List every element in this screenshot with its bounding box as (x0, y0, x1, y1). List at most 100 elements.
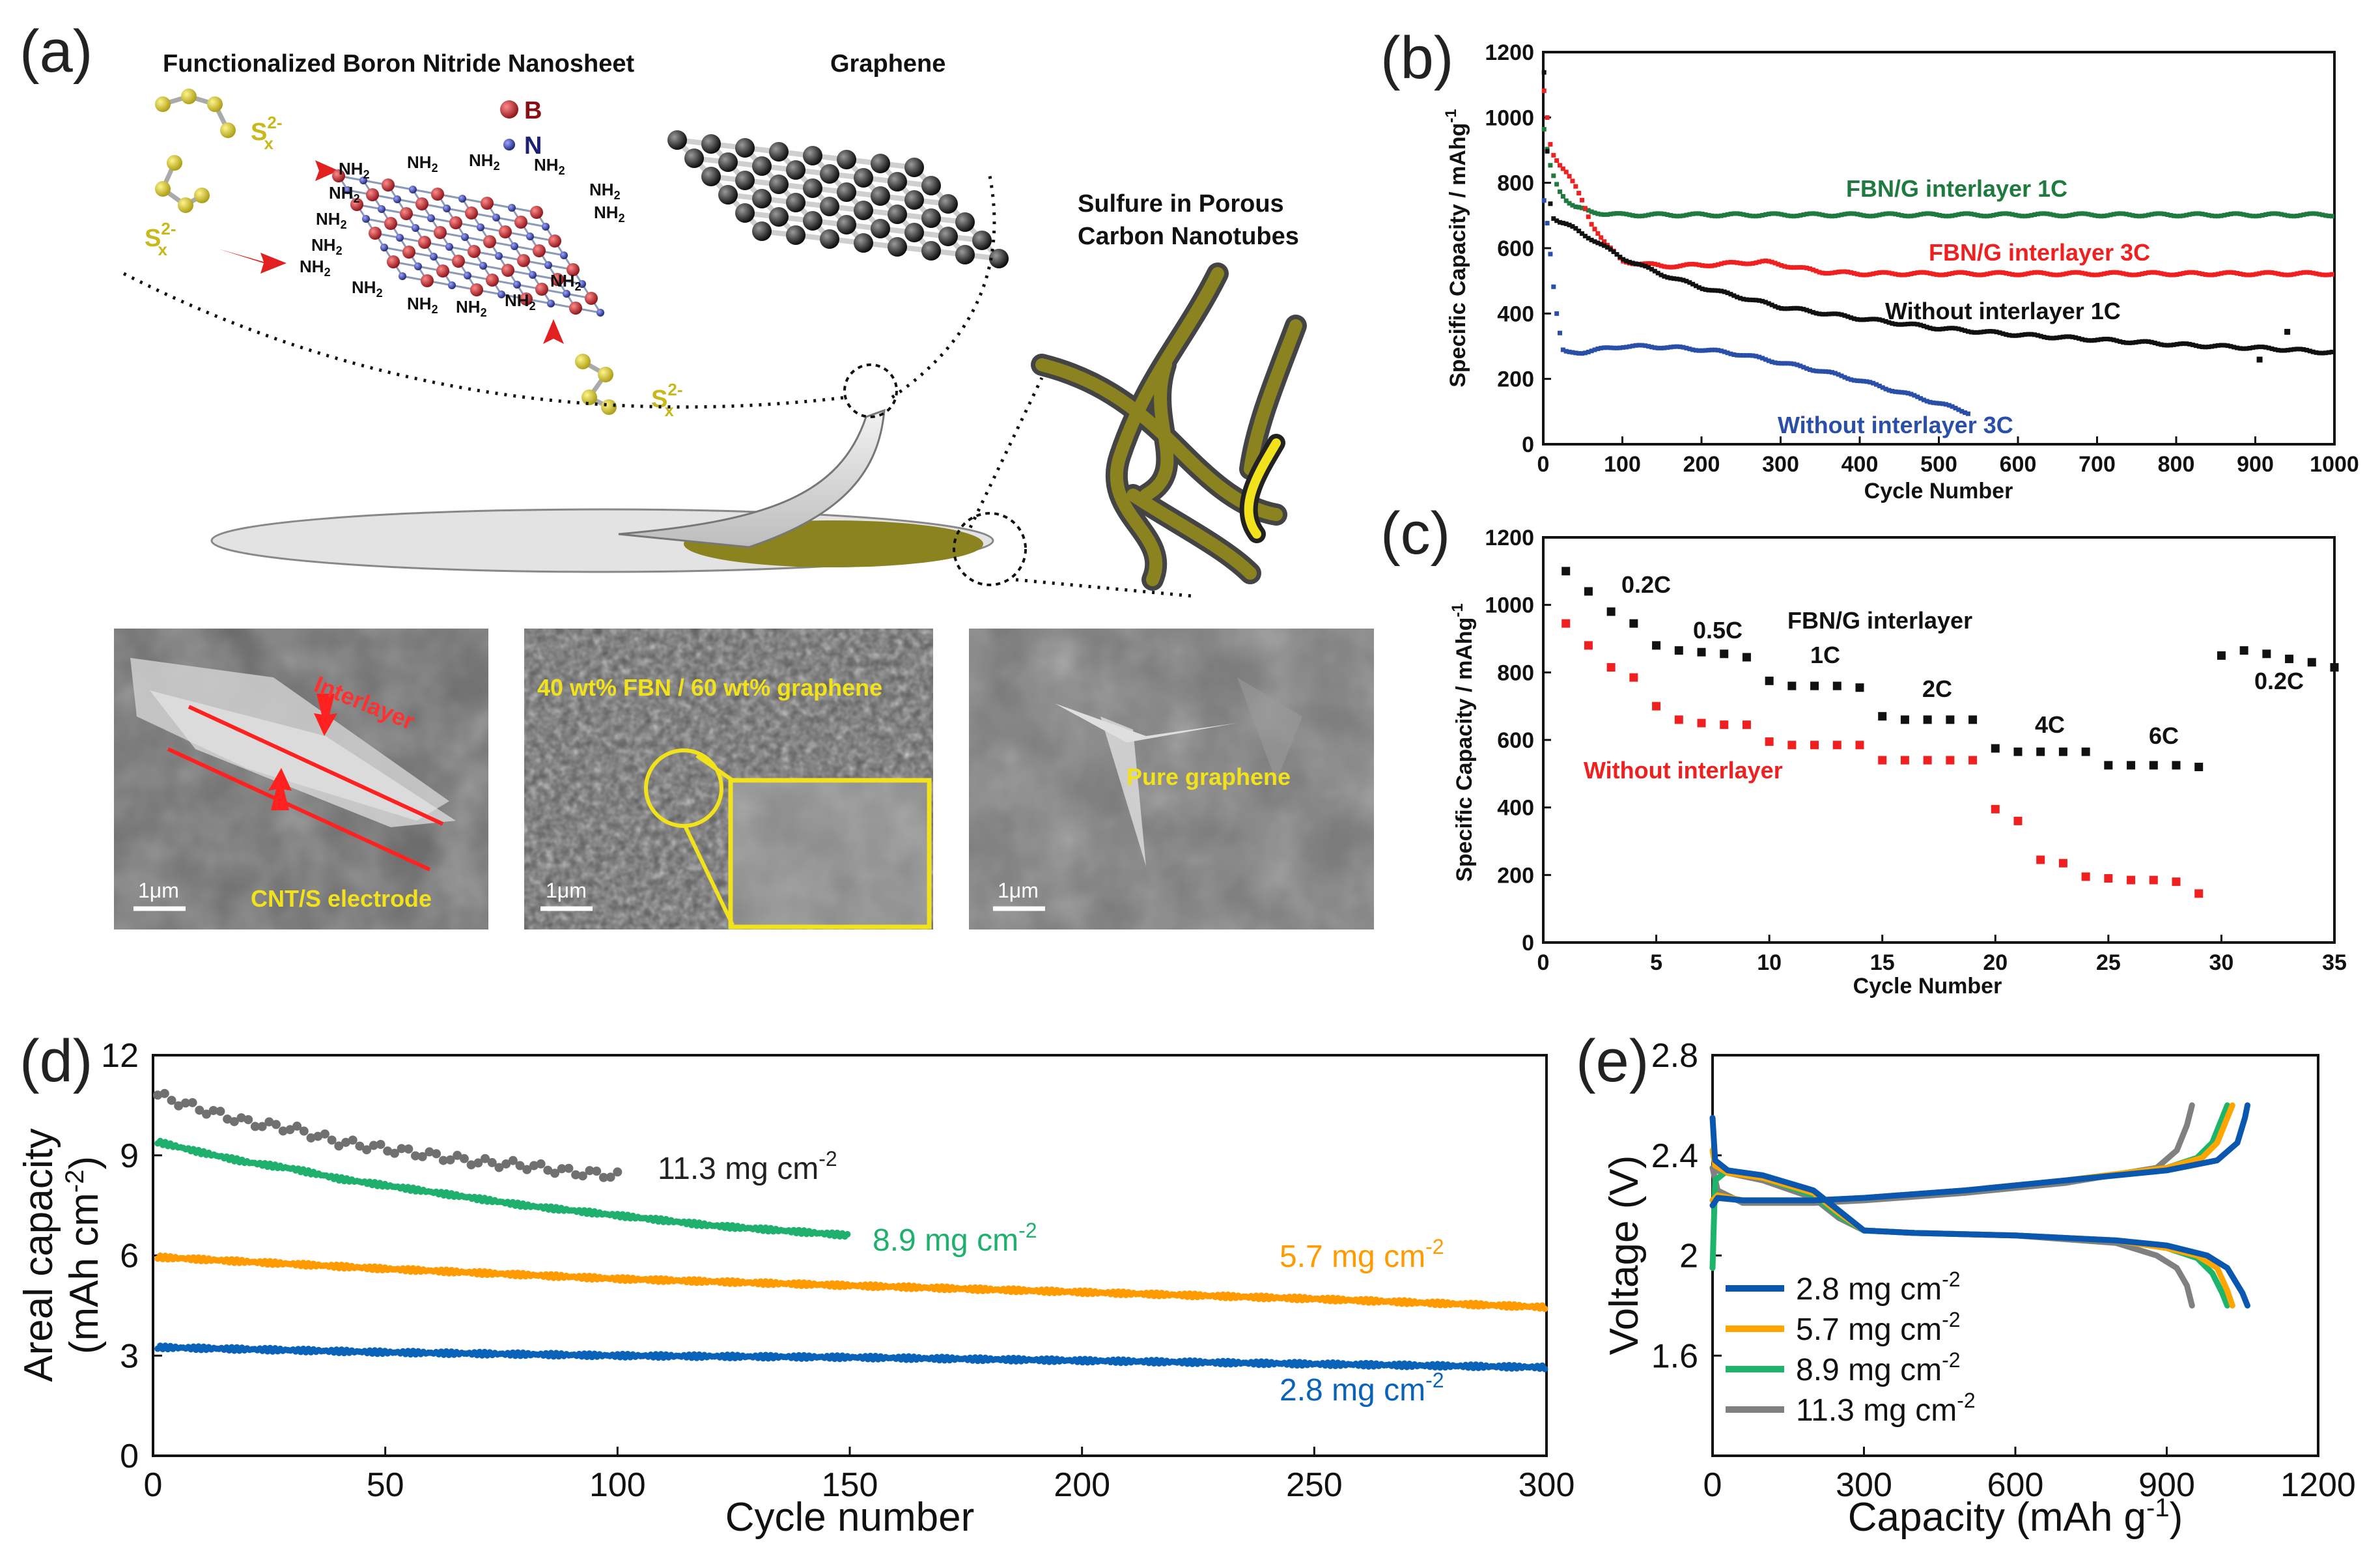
data-point (1741, 261, 1746, 266)
data-point (2209, 213, 2215, 218)
data-point (2114, 270, 2120, 275)
boron-atom (436, 264, 449, 277)
boron-atom (369, 227, 382, 240)
data-point (1580, 351, 1585, 356)
panel-a: (a) Functionalized Boron Nitride Nanoshe… (20, 18, 1374, 929)
data-point (453, 1150, 462, 1160)
data-point (2196, 344, 2202, 349)
data-point (2310, 349, 2316, 354)
data-point (1720, 720, 1729, 730)
data-point (2213, 214, 2218, 219)
data-point (1956, 326, 1961, 332)
data-point (1946, 326, 1952, 331)
data-point (2155, 270, 2161, 276)
data-point (2291, 347, 2297, 352)
carbon-atom (735, 138, 755, 158)
data-point (2073, 335, 2079, 340)
data-point (2219, 343, 2224, 348)
carbon-atom (871, 219, 890, 238)
data-point (313, 1131, 323, 1141)
data-point (1839, 373, 1844, 378)
data-point (2263, 270, 2268, 275)
data-point (2320, 350, 2325, 356)
data-point (2092, 337, 2097, 343)
boron-atom (449, 216, 462, 229)
data-point (2057, 214, 2062, 219)
nitrogen-atom (458, 195, 466, 203)
scale-bar-1: 1μm (138, 879, 179, 902)
data-point (1864, 317, 1869, 322)
data-point (1690, 347, 1696, 352)
data-point (1776, 305, 1781, 310)
data-point (2241, 272, 2246, 277)
data-point (348, 1135, 357, 1145)
voltage-curve-discharge (1709, 1114, 2250, 1309)
peeled-interlayer (618, 408, 886, 548)
data-point (2086, 212, 2091, 217)
data-point (1561, 619, 1571, 628)
data-point (2149, 875, 2158, 885)
legend-b: B (524, 97, 542, 124)
data-point (320, 1129, 329, 1139)
data-point (1909, 321, 1914, 326)
data-point (2187, 270, 2192, 275)
data-point (2079, 337, 2084, 342)
data-point (1851, 378, 1856, 383)
data-point (1592, 239, 1597, 244)
data-point (1760, 259, 1765, 264)
data-point (1709, 347, 1715, 352)
nitrogen-atom (547, 300, 555, 307)
sulfur-atom (598, 367, 613, 382)
data-point (585, 1166, 595, 1176)
sulfur-atom (155, 96, 171, 112)
data-point (2285, 213, 2290, 218)
annotation-b-blue: Without interlayer 3C (1778, 412, 2013, 438)
data-point (1713, 262, 1718, 268)
data-point (1633, 343, 1638, 348)
data-point (2149, 761, 2158, 770)
data-point (2269, 270, 2275, 275)
data-point (1972, 272, 1977, 277)
data-point (1874, 213, 1879, 218)
carbon-atom (854, 201, 873, 220)
data-point (1554, 182, 1560, 187)
data-point (1700, 263, 1705, 268)
data-point (1602, 239, 1607, 244)
data-point (2219, 213, 2224, 218)
data-point (2041, 334, 2047, 339)
data-point (1785, 306, 1790, 311)
data-point (2329, 349, 2334, 354)
data-point (1662, 212, 1667, 217)
data-point (2266, 345, 2271, 350)
annotation-c-fbn: FBN/G interlayer (1787, 607, 1972, 634)
data-point (2209, 272, 2215, 277)
data-point (1798, 306, 1803, 311)
x-tick-label: 300 (1836, 1466, 1892, 1504)
data-point (1722, 261, 1727, 266)
data-point (195, 1105, 204, 1115)
data-point (1965, 411, 1970, 416)
boron-atom (486, 274, 499, 287)
data-point (1677, 344, 1683, 349)
data-point (1706, 287, 1711, 292)
data-point (1681, 262, 1686, 268)
data-point (2019, 332, 2024, 337)
data-point (1665, 275, 1670, 280)
data-point (1573, 184, 1578, 189)
data-point (1861, 317, 1866, 322)
data-point (2108, 212, 2113, 218)
data-point (1823, 311, 1828, 317)
data-point (2086, 272, 2091, 277)
data-point (571, 1170, 581, 1180)
data-point (1611, 249, 1616, 255)
boron-atom (421, 274, 434, 287)
data-point (1823, 271, 1828, 276)
data-point (1851, 271, 1856, 276)
data-point (1877, 270, 1882, 276)
data-point (1713, 214, 1718, 219)
data-point (2089, 272, 2094, 277)
data-point (1633, 213, 1638, 218)
data-point (1972, 212, 1977, 217)
carbon-atom (921, 208, 941, 228)
boron-atom (514, 216, 527, 229)
